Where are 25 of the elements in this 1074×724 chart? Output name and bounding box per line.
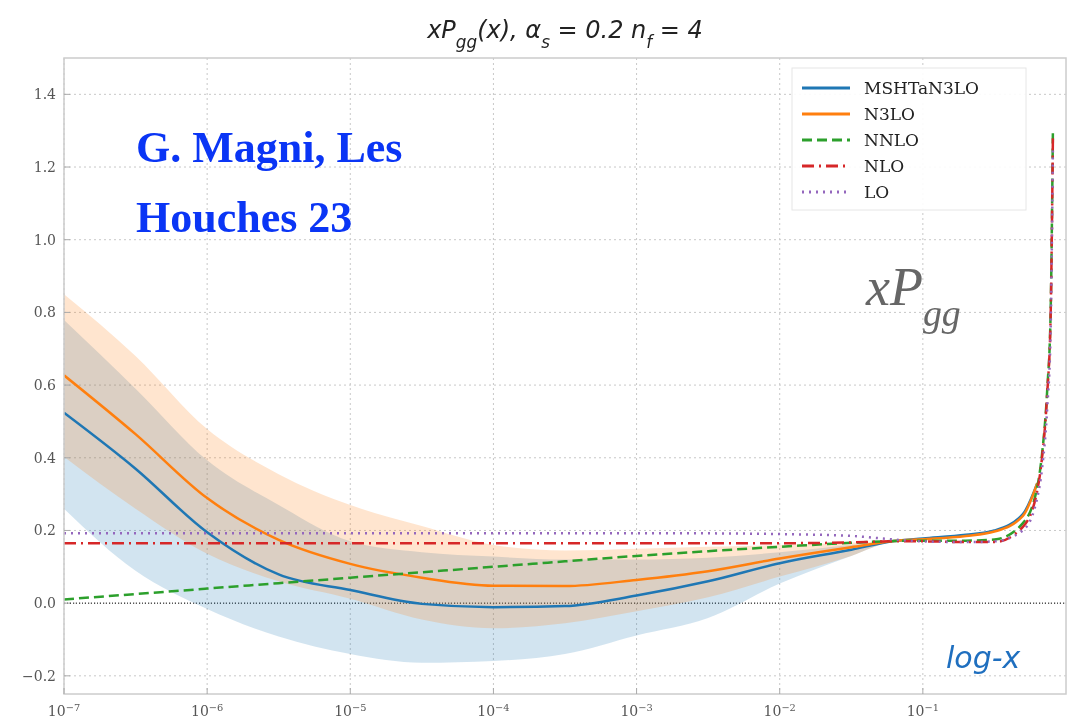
legend-label: NNLO	[864, 130, 919, 150]
legend-label: N3LO	[864, 104, 915, 124]
y-tick-label: 0.2	[33, 522, 56, 539]
y-tick-label: 0.4	[33, 449, 57, 466]
annotation: log-x	[946, 640, 1021, 675]
legend-label: NLO	[864, 156, 905, 176]
y-tick-label: 1.2	[33, 159, 56, 176]
legend-label: MSHTaN3LO	[864, 78, 979, 98]
x-tick-label: 10$^{−4}$	[477, 701, 510, 719]
x-tick-label: 10$^{−7}$	[47, 701, 81, 719]
y-tick-label: 0.8	[33, 304, 56, 321]
x-tick-label: 10$^{−6}$	[191, 701, 224, 719]
y-tick-label: 0.0	[33, 595, 56, 612]
y-tick-label: 0.6	[33, 377, 57, 394]
x-tick-label: 10$^{−3}$	[620, 701, 653, 719]
chart-title: xP$_{gg}$(x), α$_{s}$ = 0.2 n$_{f}$ = 4	[426, 16, 703, 52]
x-tick-label: 10$^{−5}$	[334, 701, 367, 719]
y-tick-label: 1.4	[33, 86, 57, 103]
x-tick-label: 10$^{−2}$	[763, 701, 796, 719]
legend-label: LO	[864, 182, 890, 202]
annotation: G. Magni, Les Houches 23	[136, 123, 403, 243]
y-tick-label: 1.0	[33, 231, 56, 248]
x-tick-label: 10$^{−1}$	[906, 701, 939, 719]
annotation: xP$_{gg}$	[865, 257, 961, 334]
y-tick-label: −0.2	[22, 667, 56, 684]
